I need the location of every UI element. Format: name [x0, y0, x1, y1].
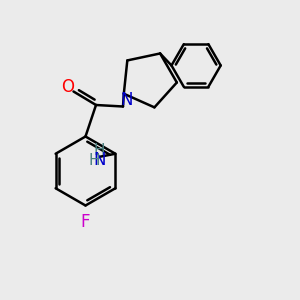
Text: N: N: [94, 152, 106, 169]
Text: N: N: [120, 91, 133, 109]
Text: F: F: [81, 213, 90, 231]
Text: H: H: [88, 153, 100, 168]
Text: O: O: [61, 78, 74, 96]
Text: H: H: [93, 143, 105, 158]
